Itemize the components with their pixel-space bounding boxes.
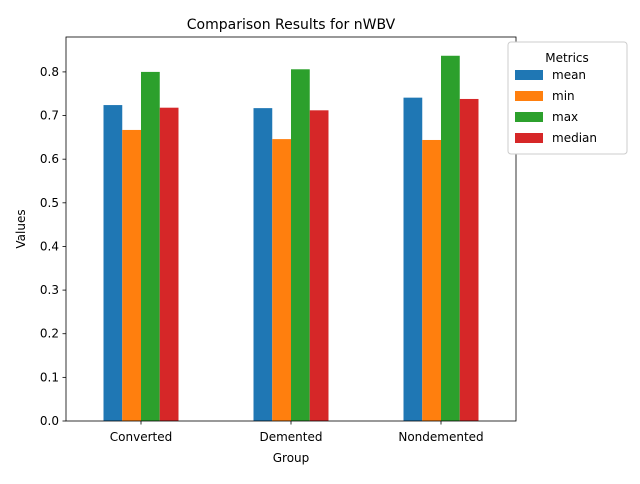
plot-frame: [65, 36, 517, 422]
legend-label-min: min: [552, 89, 575, 103]
legend-label-mean: mean: [552, 68, 586, 82]
legend-label-max: max: [552, 110, 578, 124]
bar-median-demented: [309, 110, 329, 421]
legend-title: Metrics: [545, 51, 589, 65]
x-tick-label: Converted: [110, 430, 172, 444]
y-tick-label: 0.5: [40, 196, 59, 210]
bar-min-demented: [272, 139, 291, 422]
x-axis-label: Group: [273, 451, 310, 465]
x-tick-label: Demented: [259, 430, 322, 444]
y-tick-label: 0.1: [40, 370, 59, 384]
legend: Metrics mean min max median: [507, 41, 628, 155]
y-tick-label: 0.4: [40, 239, 59, 253]
bar-max-converted: [141, 71, 160, 421]
y-tick-label: 0.0: [40, 414, 59, 428]
bar-mean-demented: [253, 108, 273, 421]
axes-layer: 0.0 0.1 0.2 0.3 0.4 0.5 0.6 0.7 0.8 Converted Deme…: [40, 36, 517, 444]
x-tick-label: Nondemented: [398, 430, 483, 444]
bar-mean-converted: [103, 105, 123, 421]
chart-title: Comparison Results for nWBV: [187, 17, 396, 33]
y-tick-label: 0.6: [40, 152, 59, 166]
bar-median-nondemented: [459, 98, 479, 422]
y-axis-label: Values: [14, 209, 28, 248]
legend-swatch-max: [515, 112, 543, 122]
bar-median-converted: [159, 107, 179, 421]
y-tick-label: 0.2: [40, 327, 59, 341]
legend-items: mean min max median: [515, 68, 597, 145]
bar-mean-nondemented: [403, 97, 423, 422]
bar-max-demented: [291, 69, 310, 421]
bar-min-nondemented: [422, 139, 441, 422]
legend-swatch-median: [515, 133, 543, 143]
legend-swatch-min: [515, 91, 543, 101]
y-tick-label: 0.8: [40, 65, 59, 79]
y-tick-label: 0.3: [40, 283, 59, 297]
bars-layer: [103, 55, 479, 422]
legend-swatch-mean: [515, 70, 543, 80]
legend-label-median: median: [552, 131, 597, 145]
y-tick-label: 0.7: [40, 109, 59, 123]
bar-max-nondemented: [441, 55, 460, 421]
bar-min-converted: [122, 129, 141, 421]
